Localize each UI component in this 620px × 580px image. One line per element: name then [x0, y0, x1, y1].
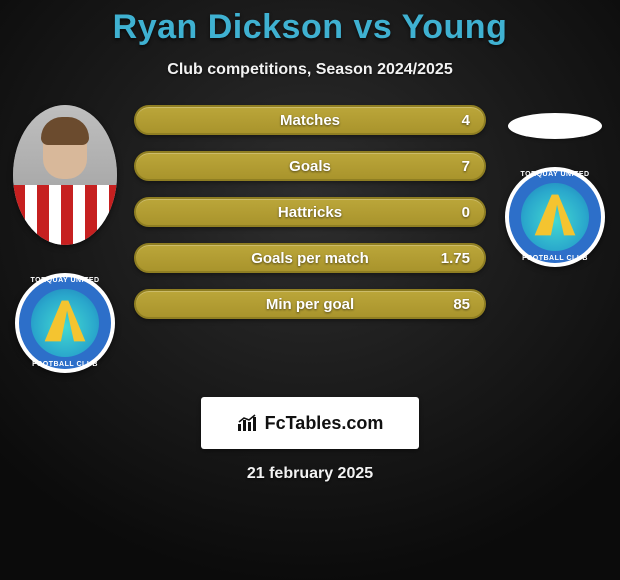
main-row: TORQUAY UNITED FOOTBALL CLUB Matches 4 G…: [0, 105, 620, 373]
chart-icon: [237, 414, 259, 432]
stat-value-right: 7: [462, 158, 470, 175]
stat-row-goals: Goals 7: [134, 151, 486, 181]
attribution-box: FcTables.com: [201, 397, 419, 449]
stat-row-matches: Matches 4: [134, 105, 486, 135]
left-player-photo: [13, 105, 117, 245]
stat-value-right: 85: [453, 296, 470, 313]
right-club-badge: TORQUAY UNITED FOOTBALL CLUB: [505, 167, 605, 267]
right-player-photo-placeholder: [508, 113, 602, 139]
stat-label: Goals per match: [136, 250, 484, 267]
right-player-column: TORQUAY UNITED FOOTBALL CLUB: [490, 105, 620, 267]
stat-value-right: 4: [462, 112, 470, 129]
infographic: Ryan Dickson vs Young Club competitions,…: [0, 0, 620, 580]
stat-row-min-per-goal: Min per goal 85: [134, 289, 486, 319]
left-club-badge: TORQUAY UNITED FOOTBALL CLUB: [15, 273, 115, 373]
stat-row-goals-per-match: Goals per match 1.75: [134, 243, 486, 273]
footer-date: 21 february 2025: [0, 465, 620, 483]
left-badge-text-top: TORQUAY UNITED: [15, 277, 115, 284]
stat-label: Min per goal: [136, 296, 484, 313]
stat-value-right: 1.75: [441, 250, 470, 267]
stat-label: Goals: [136, 158, 484, 175]
attribution-brand: FcTables.com: [265, 413, 384, 434]
left-player-column: TORQUAY UNITED FOOTBALL CLUB: [0, 105, 130, 373]
page-title: Ryan Dickson vs Young: [0, 8, 620, 47]
page-subtitle: Club competitions, Season 2024/2025: [0, 61, 620, 79]
stat-label: Hattricks: [136, 204, 484, 221]
right-badge-text-bottom: FOOTBALL CLUB: [505, 255, 605, 262]
stat-value-right: 0: [462, 204, 470, 221]
stat-label: Matches: [136, 112, 484, 129]
stat-row-hattricks: Hattricks 0: [134, 197, 486, 227]
left-badge-text-bottom: FOOTBALL CLUB: [15, 361, 115, 368]
right-badge-text-top: TORQUAY UNITED: [505, 171, 605, 178]
stats-column: Matches 4 Goals 7 Hattricks 0 Goals per …: [130, 105, 490, 319]
